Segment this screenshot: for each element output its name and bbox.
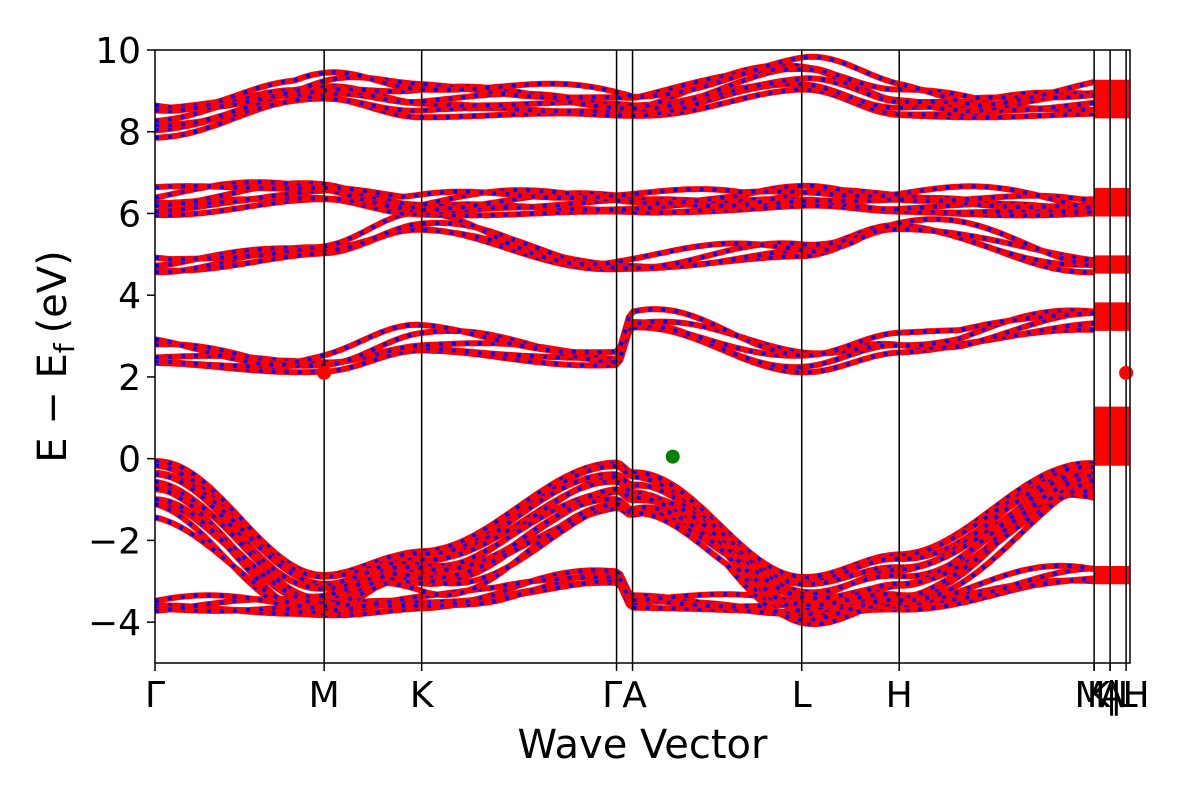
band-line-overlay — [155, 67, 1095, 111]
y-axis-label-main: E − E — [30, 353, 76, 463]
band-line-overlay — [155, 226, 1095, 275]
band-line — [155, 482, 1095, 613]
cbm-marker — [1119, 365, 1134, 380]
y-axis-ticks: −4 −2 0 2 4 6 8 10 — [88, 31, 155, 644]
y-tick-label: −4 — [88, 603, 141, 644]
y-tick-label: 4 — [118, 276, 141, 317]
band-line-overlay — [155, 63, 1095, 111]
x-tick-label: K — [410, 675, 435, 716]
band-lines — [155, 53, 1130, 627]
band-line-overlay — [155, 210, 1095, 268]
x-tick-label: A — [1099, 675, 1124, 716]
band-line-overlay — [155, 184, 1095, 210]
plot-frame — [154, 49, 1131, 664]
y-axis-label-unit: (eV) — [30, 250, 76, 333]
band-line-overlay — [155, 464, 1095, 586]
band-line-overlay — [155, 474, 1095, 599]
band-line-overlay — [155, 181, 1095, 213]
band-line-overlay — [155, 489, 1095, 622]
x-tick-label: K|H — [1087, 675, 1150, 716]
x-axis-ticks: Γ M K ΓA L H AM|LK|H — [145, 663, 1150, 716]
band-line-overlay — [155, 492, 1095, 626]
high-symmetry-lines — [323, 50, 1127, 663]
x-tick-label: ΓA — [602, 675, 647, 716]
cbm-marker — [317, 365, 332, 380]
x-tick-label: Γ — [145, 675, 165, 716]
y-tick-label: 8 — [118, 113, 141, 154]
x-tick-label: M — [309, 675, 340, 716]
band-line-overlay — [155, 196, 1095, 213]
x-tick-label: L — [792, 675, 812, 716]
y-tick-label: −2 — [88, 521, 141, 562]
y-axis-label-subscript: f — [48, 342, 81, 353]
y-tick-label: 0 — [118, 440, 141, 481]
band-line — [155, 53, 1095, 114]
y-tick-label: 10 — [95, 31, 141, 72]
y-axis-label: E − Ef (eV) — [30, 250, 81, 463]
band-line-overlay — [155, 308, 1095, 368]
band-edge-markers — [317, 365, 1134, 464]
y-tick-label: 2 — [118, 358, 141, 399]
band-line-overlay — [155, 188, 1095, 215]
x-tick-label: H — [886, 675, 913, 716]
x-axis-label: Wave Vector — [518, 722, 769, 768]
y-tick-label: 6 — [118, 194, 141, 235]
vbm-marker — [665, 449, 680, 464]
band-line-overlay — [155, 82, 1095, 127]
x-tick-label: M|L — [1074, 675, 1137, 716]
band-line-overlay — [155, 307, 1095, 368]
